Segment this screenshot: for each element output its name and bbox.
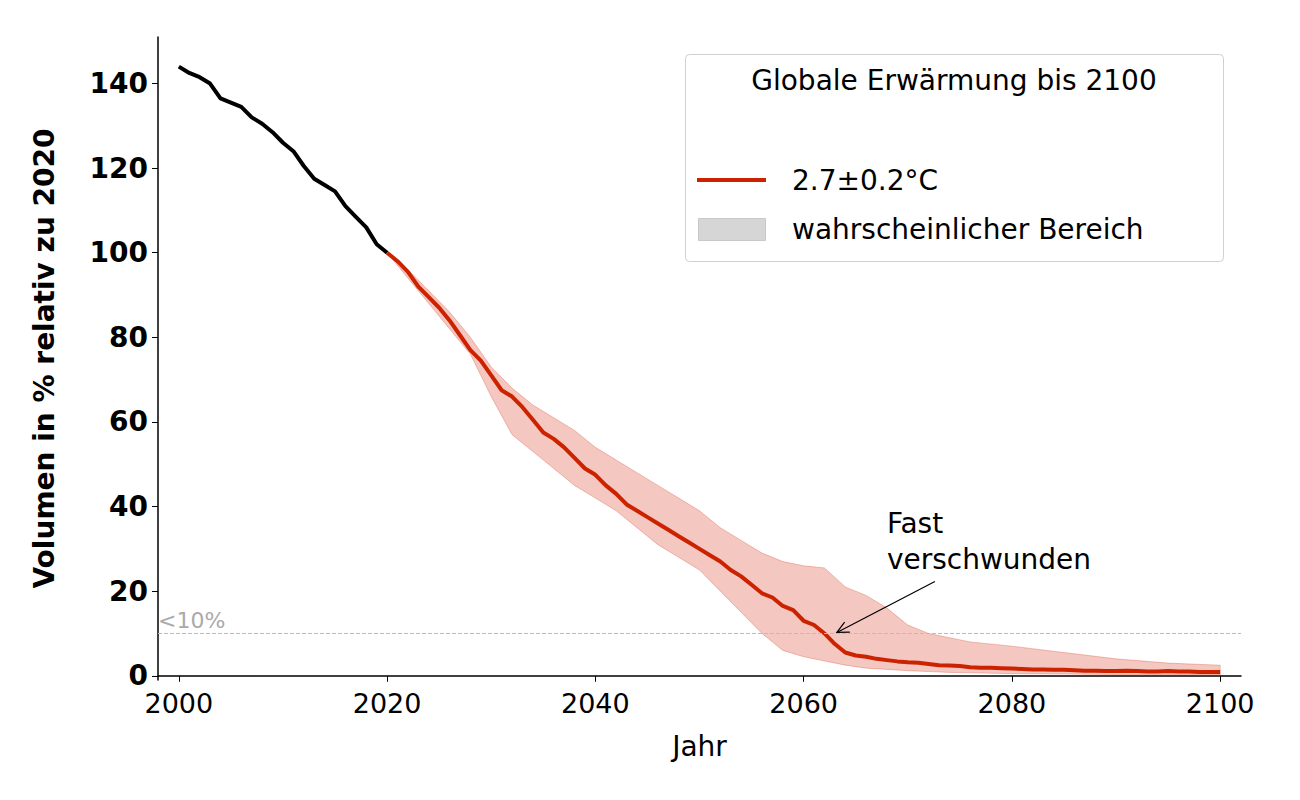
svg-text:Fast: Fast xyxy=(887,507,943,540)
svg-text:20: 20 xyxy=(109,575,148,608)
svg-text:<10%: <10% xyxy=(158,608,225,633)
svg-text:100: 100 xyxy=(90,236,148,269)
svg-text:120: 120 xyxy=(90,152,148,185)
svg-text:2080: 2080 xyxy=(978,688,1047,719)
svg-text:Globale Erwärmung bis 2100: Globale Erwärmung bis 2100 xyxy=(751,64,1156,97)
svg-text:2020: 2020 xyxy=(353,688,422,719)
svg-text:2040: 2040 xyxy=(561,688,630,719)
svg-text:2060: 2060 xyxy=(769,688,838,719)
svg-text:2100: 2100 xyxy=(1186,688,1255,719)
svg-text:wahrscheinlicher Bereich: wahrscheinlicher Bereich xyxy=(792,213,1144,246)
svg-text:2.7±0.2°C: 2.7±0.2°C xyxy=(792,164,938,197)
svg-text:2000: 2000 xyxy=(144,688,213,719)
svg-text:140: 140 xyxy=(90,67,148,100)
svg-text:0: 0 xyxy=(128,659,148,693)
svg-text:verschwunden: verschwunden xyxy=(887,543,1091,576)
svg-text:60: 60 xyxy=(109,405,148,438)
svg-text:Jahr: Jahr xyxy=(670,730,727,763)
svg-text:80: 80 xyxy=(109,321,148,354)
svg-text:40: 40 xyxy=(109,490,148,523)
svg-text:Volumen in % relativ zu 2020: Volumen in % relativ zu 2020 xyxy=(28,128,61,588)
